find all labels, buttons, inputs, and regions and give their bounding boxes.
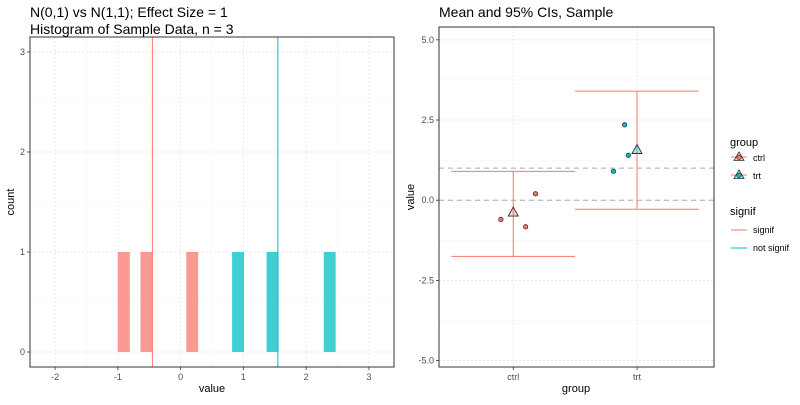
data-point-ctrl <box>532 191 539 197</box>
left-panel-border <box>29 36 395 368</box>
data-point-ctrl <box>523 224 529 230</box>
legend-group-ctrl: ctrl <box>731 151 765 163</box>
right-panel-grid <box>439 27 714 367</box>
left-y-tick-label: 2 <box>20 147 25 157</box>
left-x-tick-label: -1 <box>114 372 122 382</box>
histogram-bar-ctrl <box>186 252 199 352</box>
data-point-ctrl <box>498 216 504 223</box>
left-chart-title-line2: Histogram of Sample Data, n = 3 <box>30 21 234 37</box>
left-y-tick-label: 1 <box>20 247 25 257</box>
legend-not-signif-item: not signif <box>731 243 790 253</box>
legend-trt-label: trt <box>753 171 761 181</box>
legend-signif-item: signif <box>731 225 775 235</box>
left-x-tick-label: 2 <box>304 372 309 382</box>
left-x-tick-label: 0 <box>178 372 183 382</box>
right-y-axis-title: value <box>405 184 417 210</box>
legend-not-signif-label: not signif <box>753 243 790 253</box>
right-x-tick-label: trt <box>633 372 641 382</box>
left-x-axis-title: value <box>199 383 225 395</box>
left-y-tick-label: 3 <box>20 47 25 57</box>
right-y-tick-label: 2.5 <box>421 115 434 125</box>
left-panel-ticks: -2 -1 0 1 2 3 0 1 2 3 <box>20 47 371 382</box>
legend-signif-title: signif <box>730 206 757 218</box>
right-y-tick-label: 5.0 <box>421 35 434 45</box>
left-chart-title-line1: N(0,1) vs N(1,1); Effect Size = 1 <box>30 4 228 20</box>
left-y-tick-label: 0 <box>20 347 25 357</box>
right-panel-ticks: -5.0 -2.5 0.0 2.5 5.0 ctrl trt <box>418 35 641 382</box>
right-panel-border <box>438 26 715 368</box>
mean-marker-trt <box>631 143 643 154</box>
histogram-bar-ctrl <box>117 252 130 352</box>
right-panel-marks <box>439 90 714 257</box>
left-panel-marks <box>117 37 336 367</box>
right-y-tick-label: -5.0 <box>418 356 434 366</box>
legend-trt-point-swatch <box>736 173 742 179</box>
right-x-tick-label: ctrl <box>507 372 519 382</box>
right-y-tick-label: 0.0 <box>421 195 434 205</box>
right-x-axis-title: group <box>562 383 590 395</box>
mean-marker-ctrl <box>507 206 520 217</box>
left-x-tick-label: -2 <box>51 372 59 382</box>
histogram-bar-ctrl <box>140 252 153 352</box>
legend-signif: signif signif not signif <box>730 206 790 253</box>
right-y-tick-label: -2.5 <box>418 275 434 285</box>
legend-group-trt: trt <box>731 169 761 181</box>
left-y-axis-title: count <box>5 189 17 216</box>
left-x-tick-label: 3 <box>366 372 371 382</box>
legend-signif-label: signif <box>753 225 775 235</box>
legend-ctrl-label: ctrl <box>753 153 765 163</box>
histogram-bar-trt <box>232 252 245 352</box>
right-chart-title: Mean and 95% CIs, Sample <box>439 4 614 20</box>
left-panel-grid <box>30 37 394 367</box>
data-point-trt <box>610 168 617 174</box>
histogram-bar-trt <box>266 252 279 352</box>
legend-group-title: group <box>730 137 758 149</box>
histogram-bar-trt <box>323 252 336 352</box>
data-point-trt <box>625 152 631 158</box>
data-point-trt <box>622 122 628 128</box>
legend-group: group ctrl trt <box>730 137 765 181</box>
left-x-tick-label: 1 <box>241 372 246 382</box>
legend-ctrl-point-swatch <box>736 155 742 161</box>
